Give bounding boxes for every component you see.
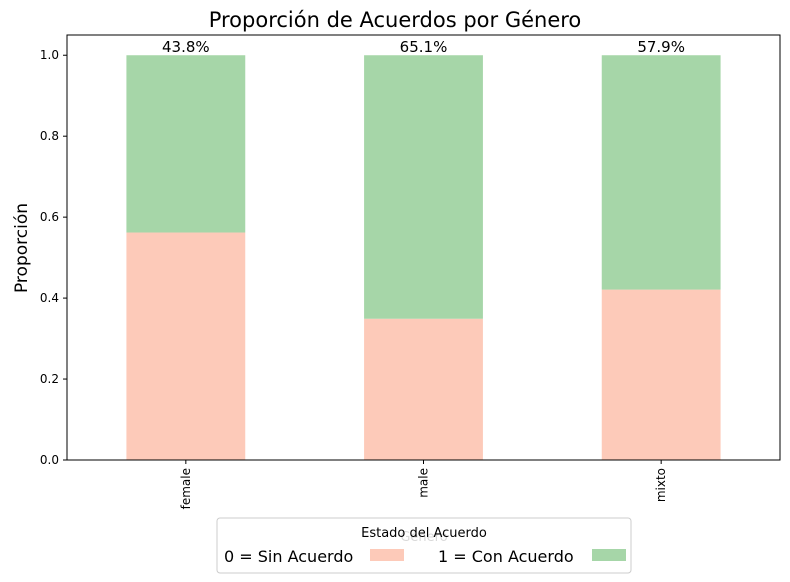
- value-label: 43.8%: [162, 38, 210, 56]
- y-tick-label: 0.4: [40, 291, 59, 305]
- legend-title: Estado del Acuerdo: [361, 526, 487, 541]
- y-tick-label: 0.8: [40, 129, 59, 143]
- legend-label: 1 = Con Acuerdo: [438, 547, 574, 566]
- plot-frame: [66, 34, 781, 461]
- bar-segment: [364, 55, 483, 319]
- y-tick-label: 0.6: [40, 210, 59, 224]
- legend-swatch: [592, 549, 626, 561]
- x-tick-label: female: [179, 468, 193, 509]
- y-tick-label: 0.0: [40, 453, 59, 467]
- legend-box: [216, 517, 632, 574]
- legend-label: 0 = Sin Acuerdo: [224, 547, 353, 566]
- y-axis-label: Proporción: [12, 203, 32, 293]
- y-tick-label: 0.2: [40, 372, 59, 386]
- value-label: 65.1%: [400, 38, 448, 56]
- value-label: 57.9%: [637, 38, 685, 56]
- bar-segment: [601, 289, 721, 460]
- y-tick-label: 1.0: [40, 48, 59, 62]
- bar-segment: [126, 55, 246, 233]
- bar-segment: [364, 318, 483, 460]
- legend-swatch: [370, 549, 404, 561]
- x-tick-label: mixto: [654, 468, 668, 502]
- bar-segment: [601, 55, 721, 290]
- chart-title: Proporción de Acuerdos por Género: [209, 8, 582, 32]
- x-tick-label: male: [417, 468, 431, 498]
- bar-segment: [126, 232, 246, 460]
